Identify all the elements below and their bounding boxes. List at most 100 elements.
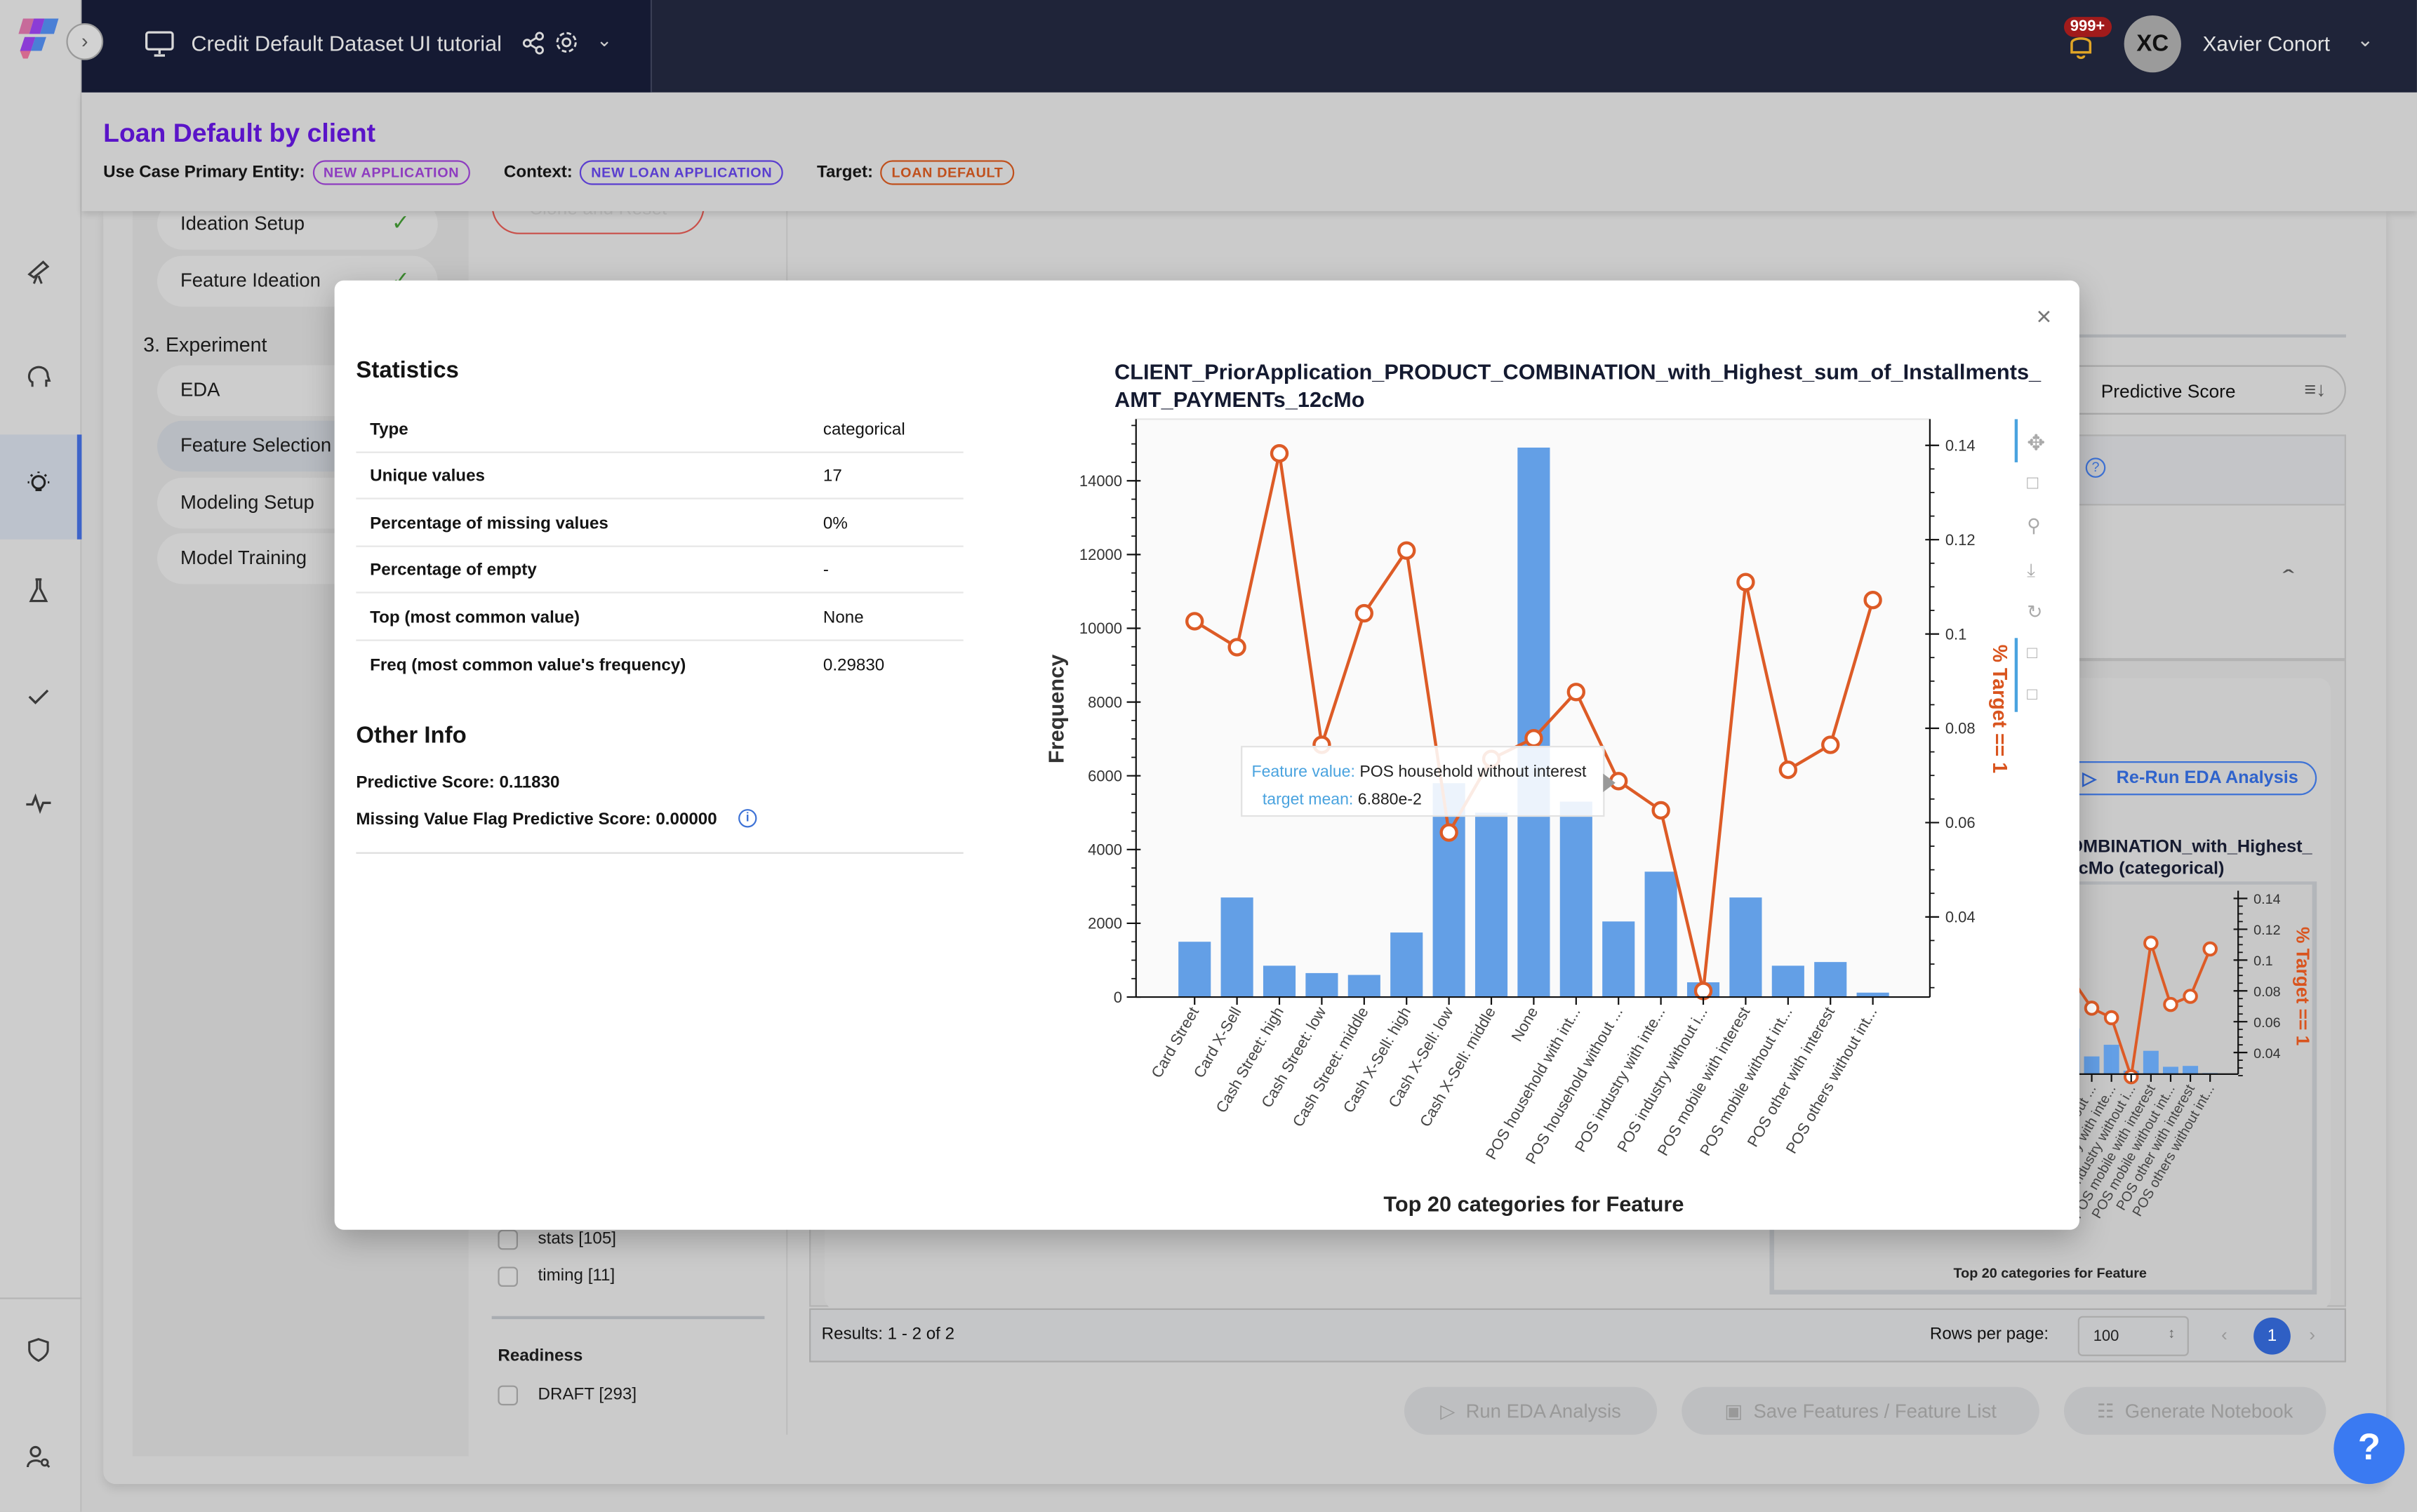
reset-icon[interactable]: ↻ [2027,601,2043,623]
context-label: Context: [503,163,573,182]
target-mean-point [1736,573,1755,591]
y-tick-label: 12000 [1079,546,1122,563]
tooltip-mean-label: target mean: [1262,790,1354,810]
page-1-button[interactable]: 1 [2253,1317,2291,1355]
y2-tick-label: 0.06 [1945,814,1976,831]
bar [1305,972,1338,998]
pan-icon[interactable]: ✥ [2027,429,2046,455]
save-icon[interactable]: ⤓ [2027,559,2035,582]
stat-value: - [823,561,829,580]
rerun-label: Re-Run EDA Analysis [2116,769,2298,788]
sort-desc-icon: ≡↓ [2304,377,2326,401]
x-axis-label: Top 20 categories for Feature [1383,1191,1684,1216]
rows-per-page-select[interactable]: 100 ↕ [2077,1316,2189,1356]
stat-key: Top (most common value) [370,608,580,627]
filter-label-draft: DRAFT [293] [538,1385,637,1404]
missing-flag-score: Missing Value Flag Predictive Score: 0.0… [356,810,717,829]
info-icon[interactable]: i [738,809,757,828]
save-features-button[interactable]: ▣ Save Features / Feature List [1682,1386,2039,1435]
generate-notebook-button[interactable]: ☷ Generate Notebook [2063,1386,2326,1435]
bar [2183,1066,2199,1074]
save-icon: ▣ [1724,1400,1754,1423]
sort-select[interactable]: Predictive Score ≡↓ [1988,365,2346,415]
help-button[interactable]: ? [2333,1413,2405,1485]
tooltip-feature-value: POS household without interest [1359,763,1587,782]
bar [2162,1066,2178,1074]
x-tick-label: Cash Street: middle [1289,1004,1372,1130]
telescope-icon[interactable] [25,257,53,286]
toolbar-active-hover [2014,638,2018,712]
gear-icon[interactable] [554,29,580,55]
chart-tooltip: Feature value: POS household without int… [1241,746,1616,817]
project-menu-chevron-icon[interactable]: ⌄ [597,29,613,51]
entity-badge[interactable]: NEW APPLICATION [312,160,470,185]
close-icon[interactable]: × [2036,302,2052,332]
bell-icon[interactable] [2065,28,2096,62]
help-circle-icon[interactable]: ? [2085,457,2106,478]
generate-notebook-label: Generate Notebook [2124,1400,2293,1423]
stat-key: Unique values [370,467,485,486]
target-label: Target: [816,163,874,182]
stat-value: 0.29830 [823,656,885,676]
y2-axis-label: % Target == 1 [2293,927,2314,1045]
share-icon[interactable] [521,31,545,55]
hover-icon[interactable]: □ [2027,644,2037,663]
user-name[interactable]: Xavier Conort [2202,32,2330,56]
brain-icon[interactable] [25,363,53,392]
y-axis-label: Frequency [1044,655,1069,763]
target-mean-point [2143,935,2159,951]
usecase-header [81,92,2417,211]
toolbar-active-pan [2014,419,2018,462]
play-icon: ▷ [1440,1400,1466,1423]
collapse-chevron-up-icon[interactable]: ˆ [2282,567,2295,594]
target-mean-point [1651,801,1670,820]
rerun-eda-button[interactable]: ▷ Re-Run EDA Analysis [2004,761,2317,796]
hover-icon-2[interactable]: □ [2027,685,2037,704]
target-mean-point [2163,996,2178,1012]
y2-tick-label: 0.08 [1945,720,1976,737]
y-tick-label: 0 [1114,989,1122,1006]
user-menu-chevron-icon[interactable]: ⌄ [2357,27,2374,51]
expand-rail-button[interactable]: › [66,22,104,60]
y2-tick-label: 0.12 [1945,531,1976,549]
box-zoom-icon[interactable]: □ [2027,471,2039,493]
context-badge[interactable]: NEW LOAN APPLICATION [580,160,783,185]
y-tick-label: 10000 [1079,620,1122,637]
flask-icon[interactable] [25,576,53,604]
avatar[interactable]: XC [2124,15,2181,73]
wheel-zoom-icon[interactable]: ⚲ [2027,514,2041,537]
x-tick-label: None [1507,1004,1541,1045]
step-label: Feature Ideation [180,269,321,292]
bar [1771,965,1804,998]
target-badge[interactable]: LOAN DEFAULT [881,160,1014,185]
filter-checkbox-timing[interactable] [498,1266,518,1287]
step-label: Model Training [180,547,307,569]
page-title: Loan Default by client [103,119,376,148]
step-label: Feature Selection [180,434,332,457]
target-mean-point [1778,760,1798,780]
prev-page-button[interactable]: ‹ [2221,1323,2228,1346]
updown-icon: ↕ [2168,1325,2176,1341]
shield-icon[interactable] [25,1336,53,1364]
predictive-score: Predictive Score: 0.11830 [356,773,560,792]
stat-key: Freq (most common value's frequency) [370,656,686,676]
filter-checkbox-draft[interactable] [498,1385,518,1406]
filter-checkbox-stats[interactable] [498,1229,518,1250]
pulse-icon[interactable] [25,789,53,817]
y2-tick-label: 0.1 [1945,625,1967,643]
stat-key: Percentage of missing values [370,514,608,533]
next-page-button[interactable]: › [2309,1323,2315,1346]
run-eda-button[interactable]: ▷ Run EDA Analysis [1404,1386,1658,1435]
notebook-icon: ☷ [2096,1400,2125,1423]
y2-axis-label: % Target == 1 [1988,645,2011,774]
target-mean-point [1227,638,1246,657]
bar [1263,965,1296,998]
lightbulb-icon[interactable] [25,470,53,498]
target-mean-point [2103,1010,2119,1026]
user-search-icon[interactable] [25,1443,53,1471]
y2-tick-label: 0.1 [2253,954,2272,969]
check-icon[interactable] [25,683,53,711]
mini-chart-xlabel: Top 20 categories for Feature [1953,1265,2147,1281]
